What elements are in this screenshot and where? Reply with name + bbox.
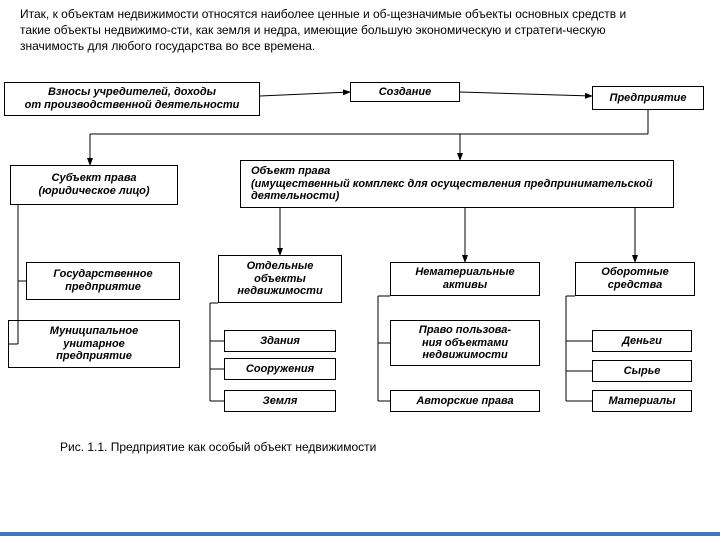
node-land: Земля (224, 390, 336, 412)
node-structures: Сооружения (224, 358, 336, 380)
node-contributions: Взносы учредителей, доходыот производств… (4, 82, 260, 116)
node-materials: Материалы (592, 390, 692, 412)
node-buildings-label: Здания (260, 335, 300, 348)
node-enterprise-label: Предприятие (610, 92, 687, 105)
node-buildings: Здания (224, 330, 336, 352)
node-munic-ent-label: Муниципальноеунитарноепредприятие (50, 325, 138, 363)
node-creation-label: Создание (379, 86, 432, 99)
node-object-label: Объект права(имущественный комплекс для … (251, 165, 669, 203)
node-raw-label: Сырье (624, 365, 661, 378)
node-money-label: Деньги (622, 335, 662, 348)
node-munic-ent: Муниципальноеунитарноепредприятие (8, 320, 180, 368)
node-structures-label: Сооружения (246, 363, 314, 376)
node-money: Деньги (592, 330, 692, 352)
node-copyright: Авторские права (390, 390, 540, 412)
node-state-ent-label: Государственноепредприятие (53, 268, 152, 293)
node-copyright-label: Авторские права (416, 395, 513, 408)
node-sep-objects: Отдельныеобъектынедвижимости (218, 255, 342, 303)
node-object: Объект права(имущественный комплекс для … (240, 160, 674, 208)
node-use-right: Право пользова-ния объектаминедвижимости (390, 320, 540, 366)
node-land-label: Земля (263, 395, 298, 408)
intro-paragraph: Итак, к объектам недвижимости относятся … (20, 6, 660, 55)
accent-line (0, 532, 720, 536)
node-intangible-label: Нематериальныеактивы (415, 266, 514, 291)
node-state-ent: Государственноепредприятие (26, 262, 180, 300)
figure-caption: Рис. 1.1. Предприятие как особый объект … (60, 440, 376, 454)
node-intangible: Нематериальныеактивы (390, 262, 540, 296)
node-working: Оборотныесредства (575, 262, 695, 296)
node-materials-label: Материалы (608, 395, 675, 408)
node-enterprise: Предприятие (592, 86, 704, 110)
node-creation: Создание (350, 82, 460, 102)
node-working-label: Оборотныесредства (601, 266, 668, 291)
node-raw: Сырье (592, 360, 692, 382)
node-sep-objects-label: Отдельныеобъектынедвижимости (237, 260, 322, 298)
node-use-right-label: Право пользова-ния объектаминедвижимости (419, 324, 511, 362)
node-subject-label: Субъект права(юридическое лицо) (38, 172, 149, 197)
node-contributions-label: Взносы учредителей, доходыот производств… (25, 86, 240, 111)
node-subject: Субъект права(юридическое лицо) (10, 165, 178, 205)
